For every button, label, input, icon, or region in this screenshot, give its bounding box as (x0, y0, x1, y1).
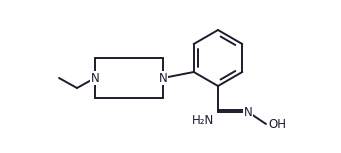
Text: OH: OH (268, 118, 286, 131)
Text: H₂N: H₂N (192, 114, 214, 127)
Text: N: N (243, 106, 252, 119)
Text: N: N (91, 71, 99, 84)
Text: N: N (159, 71, 167, 84)
